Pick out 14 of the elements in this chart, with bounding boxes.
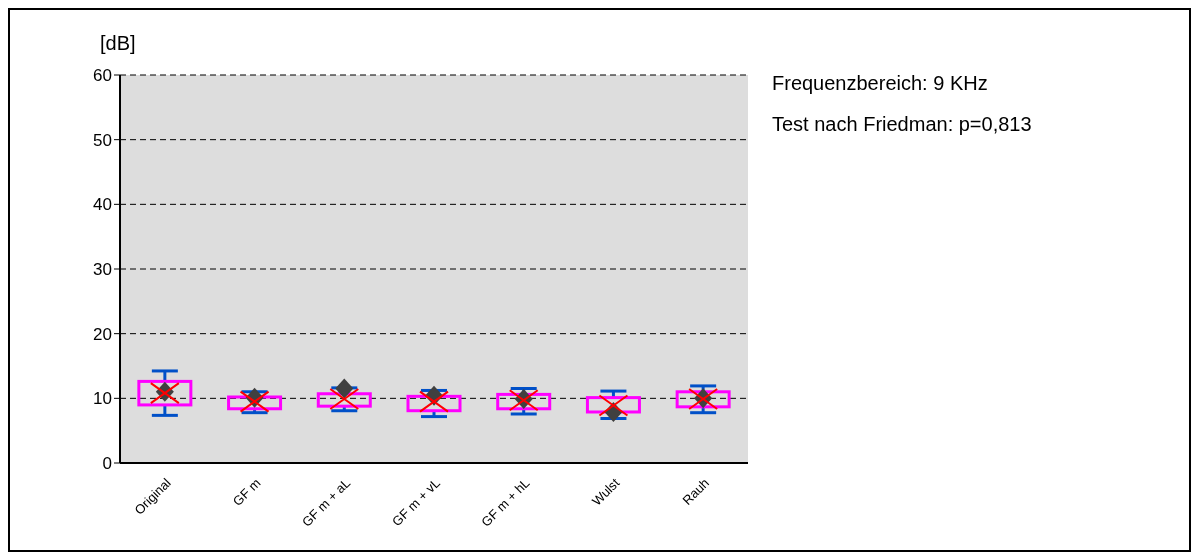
y-tick-label: 40 bbox=[93, 195, 112, 215]
y-tick-label: 20 bbox=[93, 324, 112, 344]
x-tick-label: GF m + aL bbox=[298, 475, 354, 530]
y-tick-label: 30 bbox=[93, 260, 112, 280]
y-tick-label: 50 bbox=[93, 130, 112, 150]
y-tick-label: 10 bbox=[93, 389, 112, 409]
x-tick-label: GF m + vL bbox=[389, 475, 443, 530]
text: Test nach Friedman: p=0,813 bbox=[772, 113, 1032, 136]
y-tick-label: 0 bbox=[102, 454, 112, 474]
y-axis-title: [dB] bbox=[100, 32, 136, 55]
y-tick-label: 60 bbox=[93, 66, 112, 86]
x-tick-label: GF m + hL bbox=[478, 475, 533, 530]
text: Frequenzbereich: 9 KHz bbox=[772, 72, 989, 95]
x-tick-label: GF m bbox=[229, 475, 264, 509]
